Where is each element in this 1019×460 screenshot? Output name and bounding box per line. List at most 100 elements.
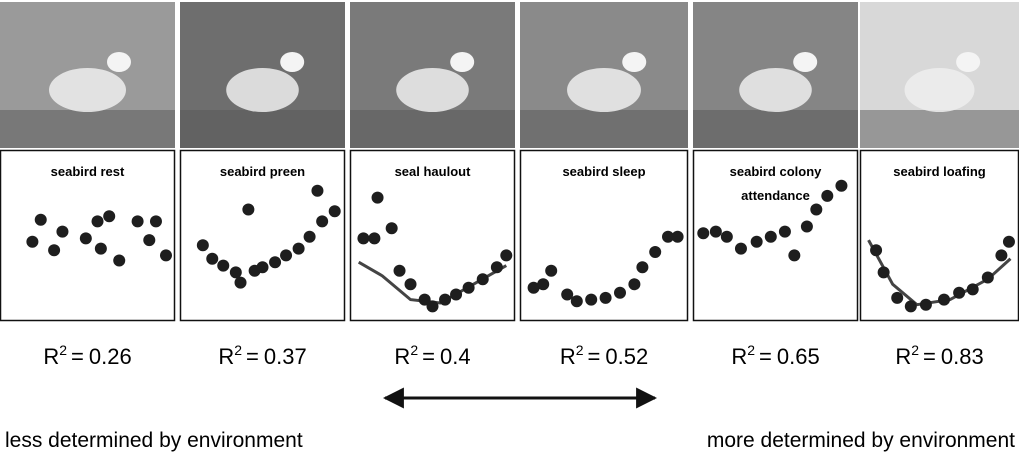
panel-title: seabird rest: [51, 164, 125, 179]
panel-frame: [519, 149, 689, 322]
panel-title: seabird loafing: [893, 164, 986, 179]
panel-title: attendance: [741, 188, 810, 203]
data-point: [292, 242, 305, 255]
data-point: [537, 278, 550, 291]
r-squared-label: R2 = 0.52: [560, 342, 648, 369]
data-point: [891, 291, 904, 304]
data-point: [439, 293, 452, 306]
data-point: [734, 242, 747, 255]
data-point: [131, 215, 144, 228]
photo-subject: [226, 68, 299, 112]
stat-exponent: 2: [234, 342, 242, 358]
data-point: [303, 230, 316, 243]
panel-frame: [692, 149, 859, 322]
r-squared-value: 0.37: [264, 344, 307, 369]
left-label: less determined by environment: [5, 429, 303, 452]
photo-subject-head: [280, 52, 305, 72]
data-point: [662, 230, 674, 243]
data-point: [585, 293, 598, 306]
data-point: [269, 256, 282, 269]
data-point: [393, 264, 406, 277]
stat-equals: =: [759, 344, 772, 369]
data-point: [545, 264, 558, 277]
data-point: [217, 259, 230, 272]
data-point: [870, 244, 883, 257]
stat-symbol: R: [43, 344, 59, 369]
data-point: [919, 298, 932, 311]
stat-equals: =: [422, 344, 435, 369]
stat-equals: =: [923, 344, 936, 369]
data-point: [159, 249, 172, 262]
data-point: [821, 189, 834, 202]
data-point: [56, 225, 69, 238]
stat-exponent: 2: [911, 342, 919, 358]
data-point: [490, 261, 503, 274]
data-point: [149, 215, 162, 228]
stat-equals: =: [71, 344, 84, 369]
data-point: [671, 230, 684, 243]
photo-subject: [904, 68, 975, 112]
photo-ground: [350, 110, 515, 148]
r-squared-label: R2 = 0.26: [43, 342, 131, 369]
data-point: [196, 239, 209, 252]
data-point: [26, 235, 39, 248]
data-point: [418, 293, 431, 306]
data-point: [599, 291, 612, 304]
stat-exponent: 2: [410, 342, 418, 358]
data-point: [103, 210, 116, 223]
data-point: [1002, 235, 1015, 248]
data-point: [570, 295, 583, 308]
data-point: [628, 278, 641, 291]
data-point: [34, 213, 47, 226]
data-point: [800, 220, 813, 233]
data-point: [328, 205, 341, 218]
data-point: [810, 203, 823, 216]
data-point: [280, 249, 293, 262]
data-point: [234, 276, 247, 289]
data-point: [953, 286, 966, 299]
data-point: [720, 230, 733, 243]
photo-subject-head: [450, 52, 475, 72]
data-point: [636, 261, 649, 274]
data-point: [79, 232, 92, 245]
r-squared-value: 0.26: [89, 344, 132, 369]
stat-equals: =: [246, 344, 259, 369]
photo-ground: [0, 110, 175, 148]
r-squared-label: R2 = 0.37: [218, 342, 306, 369]
panel-title: seabird colony: [730, 164, 823, 179]
photo-ground: [693, 110, 858, 148]
photo-ground: [860, 110, 1019, 148]
data-point: [981, 271, 994, 284]
stat-symbol: R: [895, 344, 911, 369]
data-point: [614, 286, 626, 299]
data-point: [229, 266, 242, 279]
data-point: [877, 266, 890, 279]
data-point: [788, 249, 801, 262]
data-point: [94, 242, 107, 255]
r-squared-value: 0.4: [440, 344, 471, 369]
data-point: [561, 288, 574, 301]
data-point: [143, 234, 156, 247]
data-point: [113, 254, 126, 267]
data-point: [385, 222, 398, 235]
stat-exponent: 2: [59, 342, 67, 358]
photo-subject-head: [107, 52, 131, 72]
panel-frame: [0, 149, 176, 322]
r-squared-label: R2 = 0.65: [731, 342, 819, 369]
data-point: [357, 232, 370, 245]
r-squared-value: 0.65: [777, 344, 820, 369]
panel-frame: [349, 149, 516, 322]
photo-subject-head: [956, 52, 981, 72]
photo-subject: [49, 68, 126, 112]
panel-title: seabird sleep: [562, 164, 645, 179]
data-point: [316, 215, 329, 228]
stat-exponent: 2: [747, 342, 755, 358]
stat-symbol: R: [560, 344, 576, 369]
data-point: [476, 273, 489, 286]
data-point: [242, 203, 255, 216]
data-point: [404, 278, 417, 291]
data-point: [764, 230, 777, 243]
data-point: [371, 191, 384, 204]
data-point: [500, 249, 513, 262]
